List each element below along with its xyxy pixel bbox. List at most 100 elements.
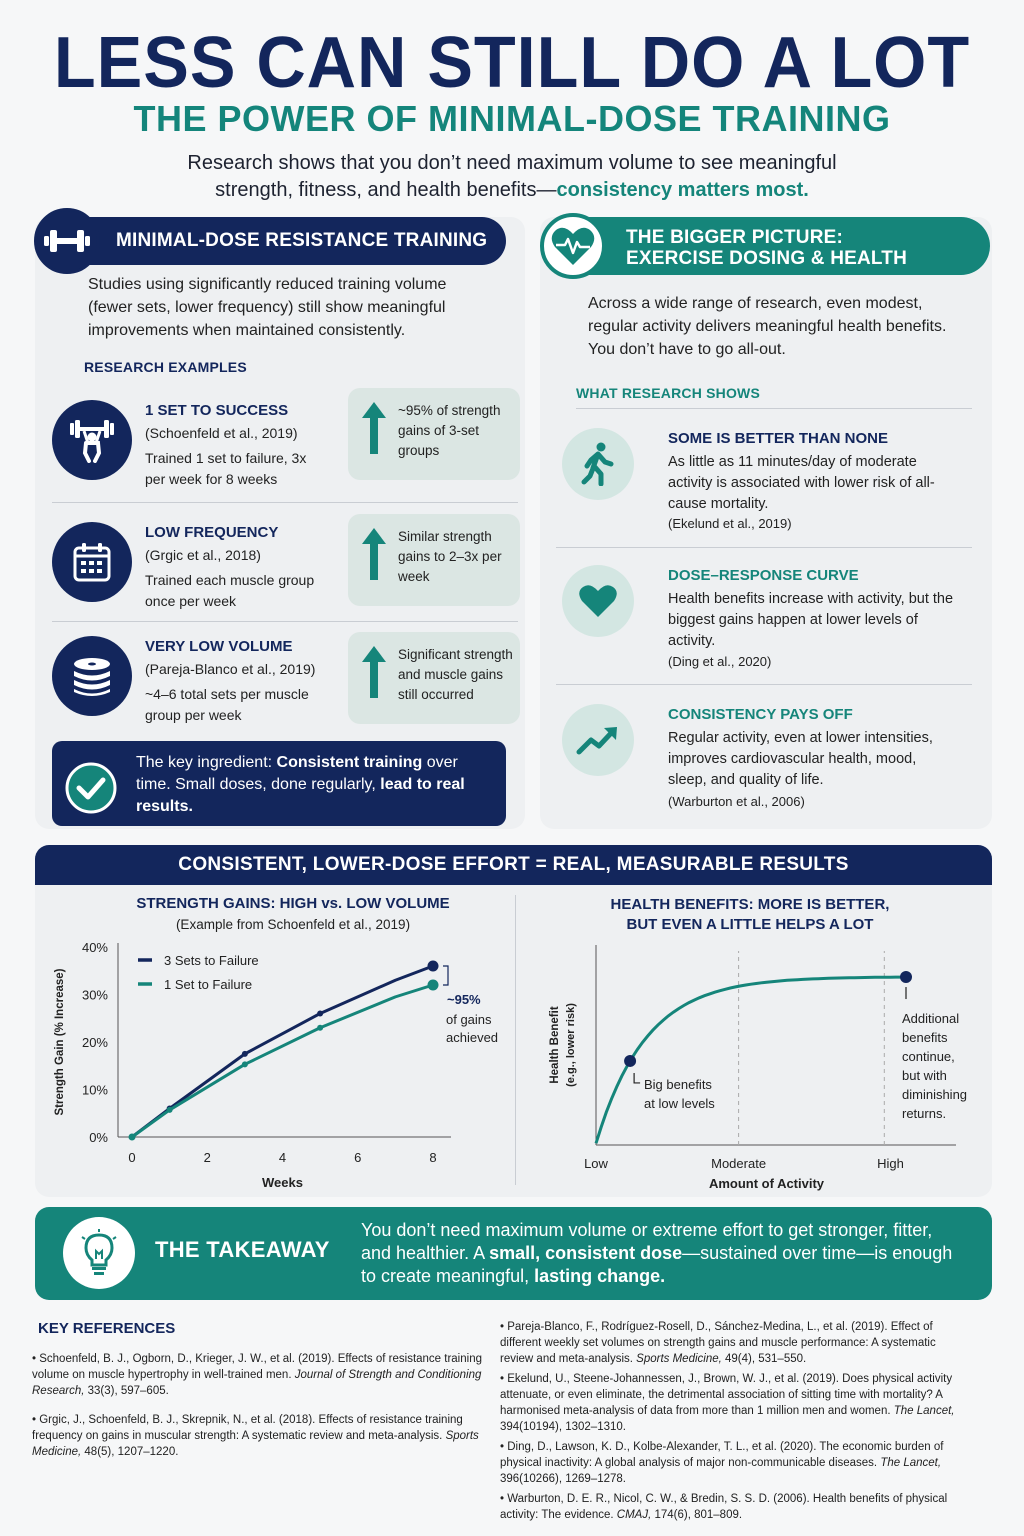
- x-axis-label: Amount of Activity: [709, 1176, 825, 1191]
- y-axis-sublabel: (e.g., lower risk): [565, 1003, 577, 1087]
- data-point: [427, 960, 439, 972]
- research-item: DOSE–RESPONSE CURVE Health benefits incr…: [562, 565, 982, 695]
- y-tick-label: 40%: [82, 940, 108, 955]
- research-item-description: Health benefits increase with activity, …: [668, 591, 954, 649]
- reference-item: • Schoenfeld, B. J., Ogborn, D., Krieger…: [32, 1353, 482, 1397]
- strength-gains-chart: 0% 10% 20% 30% 40% 0 2 4 6 8 Weeks Strength Gain (%…: [54, 940, 498, 1190]
- intro-text: Research shows that you don’t need maxim…: [120, 150, 904, 204]
- x-tick-label: Moderate: [711, 1156, 766, 1171]
- research-item-description: As little as 11 minutes/day of moderate …: [668, 454, 935, 512]
- bigger-picture-description: Across a wide range of research, even mo…: [588, 295, 947, 358]
- annotation-text: but with: [902, 1068, 947, 1083]
- divider: [576, 408, 972, 409]
- study-result-card: Similar strength gains to 2–3x per week: [348, 514, 520, 606]
- checkmark-icon: [65, 762, 117, 814]
- data-point: [427, 979, 439, 991]
- research-item-citation: (Ding et al., 2020): [668, 654, 772, 669]
- results-panel: [35, 845, 992, 1197]
- divider: [52, 621, 518, 622]
- intro-line-1: Research shows that you don’t need maxim…: [187, 152, 837, 174]
- study-result-text: Significant strength and muscle gains st…: [398, 647, 513, 702]
- heart-pulse-icon: [540, 213, 606, 279]
- x-axis-label: Weeks: [262, 1175, 303, 1190]
- study-title: VERY LOW VOLUME: [145, 638, 293, 655]
- data-point: [317, 1010, 324, 1017]
- section-bar-resistance: MINIMAL-DOSE RESISTANCE TRAINING: [34, 208, 506, 274]
- data-point: [166, 1106, 173, 1113]
- study-citation: (Grgic et al., 2018): [145, 547, 261, 563]
- x-tick-label: Low: [584, 1156, 608, 1171]
- data-point: [128, 1133, 136, 1141]
- trend-up-icon: [562, 704, 634, 776]
- arrow-up-icon: [362, 402, 386, 454]
- study-row: LOW FREQUENCY (Grgic et al., 2018) Train…: [52, 514, 520, 638]
- walking-person-icon: [562, 428, 634, 500]
- annotation-text: continue,: [902, 1049, 955, 1064]
- results-banner: CONSISTENT, LOWER-DOSE EFFORT = REAL, ME…: [35, 845, 992, 885]
- annotation-text: at low levels: [644, 1096, 715, 1111]
- key-ingredient-text: The key ingredient: Consistent training …: [136, 754, 465, 815]
- y-tick-label: 10%: [82, 1083, 108, 1098]
- reference-item: • Ding, D., Lawson, K. D., Kolbe-Alexand…: [500, 1441, 944, 1485]
- research-item-citation: (Warburton et al., 2006): [668, 794, 805, 809]
- key-ingredient-box: The key ingredient: Consistent training …: [52, 741, 506, 826]
- annotation-text: of gains: [446, 1012, 492, 1027]
- x-tick-label: 8: [429, 1150, 436, 1165]
- divider: [556, 547, 972, 548]
- calendar-icon: [52, 522, 132, 602]
- y-axis-label: Health Benefit: [549, 1006, 561, 1083]
- chart2-title: HEALTH BENEFITS: MORE IS BETTER, BUT EVEN…: [610, 896, 890, 933]
- x-tick-label: 0: [128, 1150, 135, 1165]
- data-point: [317, 1024, 324, 1031]
- weight-plates-icon: [52, 636, 132, 716]
- study-result-text: ~95% of strength gains of 3-set groups: [398, 403, 501, 458]
- series-line: [131, 983, 434, 1139]
- research-item-title: CONSISTENCY PAYS OFF: [668, 706, 853, 723]
- y-tick-label: 20%: [82, 1035, 108, 1050]
- dumbbell-icon: [34, 208, 100, 274]
- data-point: [241, 1061, 248, 1068]
- legend-label: 1 Set to Failure: [164, 977, 252, 992]
- reference-item: • Grgic, J., Schoenfeld, B. J., Skrepnik…: [32, 1414, 479, 1458]
- x-tick-label: 6: [354, 1150, 361, 1165]
- y-tick-label: 0%: [89, 1130, 108, 1145]
- reference-item: • Pareja-Blanco, F., Rodríguez-Rosell, D…: [500, 1321, 936, 1365]
- research-item-description: Regular activity, even at lower intensit…: [668, 730, 933, 788]
- annotation-pointer: [633, 1072, 641, 1084]
- research-item-title: DOSE–RESPONSE CURVE: [668, 567, 859, 584]
- takeaway-banner: THE TAKEAWAY You don’t need maximum volu…: [35, 1207, 992, 1300]
- references-heading: KEY REFERENCES: [38, 1320, 176, 1337]
- data-point: [900, 971, 912, 984]
- divider: [52, 502, 518, 503]
- takeaway-text: You don’t need maximum volume or extreme…: [361, 1220, 953, 1286]
- y-axis-label: Strength Gain (% Increase): [54, 968, 66, 1115]
- research-item: SOME IS BETTER THAN NONE As little as 11…: [562, 428, 982, 558]
- divider: [556, 684, 972, 685]
- header: LESS CAN STILL DO A LOT THE POWER OF MIN…: [0, 0, 1024, 210]
- annotation-text: Big benefits: [644, 1077, 712, 1092]
- data-point: [624, 1054, 637, 1067]
- annotation-text: Additional: [902, 1011, 959, 1026]
- legend-label: 3 Sets to Failure: [164, 953, 259, 968]
- annotation-text: benefits: [902, 1030, 948, 1045]
- research-item: CONSISTENCY PAYS OFF Regular activity, e…: [562, 704, 982, 834]
- annotation-value: ~95%: [447, 992, 481, 1007]
- chart1-subtitle: (Example from Schoenfeld et al., 2019): [175, 917, 411, 932]
- intro-line-2: strength, fitness, and health benefits—: [215, 179, 557, 201]
- page-subtitle: THE POWER OF MINIMAL-DOSE TRAINING: [133, 98, 891, 139]
- x-tick-label: High: [877, 1156, 904, 1171]
- takeaway-title: THE TAKEAWAY: [155, 1237, 330, 1262]
- study-row: 1 SET TO SUCCESS (Schoenfeld et al., 201…: [52, 388, 520, 516]
- heart-icon: [562, 565, 634, 637]
- resistance-description: Studies using significantly reduced trai…: [88, 276, 447, 339]
- y-tick-label: 30%: [82, 988, 108, 1003]
- study-result-card: Significant strength and muscle gains st…: [348, 632, 520, 724]
- health-benefits-chart: Low Moderate High Amount of Activity Health …: [549, 945, 967, 1191]
- weightlifter-icon: [52, 400, 132, 480]
- divider: [515, 895, 516, 1185]
- page-title: LESS CAN STILL DO A LOT: [53, 23, 971, 103]
- annotation-text: achieved: [446, 1030, 498, 1045]
- study-title: 1 SET TO SUCCESS: [145, 402, 289, 419]
- chart1-title: STRENGTH GAINS: HIGH vs. LOW VOLUME: [136, 895, 450, 912]
- section-title-bigger-picture: THE BIGGER PICTURE: EXERCISE DOSING & HEA…: [626, 227, 908, 269]
